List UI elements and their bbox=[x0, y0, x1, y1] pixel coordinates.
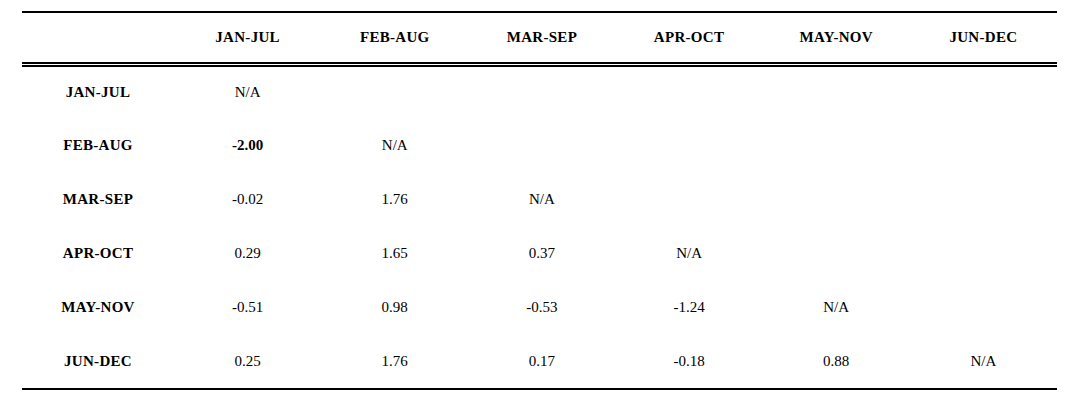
table-cell: 1.65 bbox=[321, 227, 468, 281]
table-cell: N/A bbox=[321, 119, 468, 173]
table-row-may-nov: MAY-NOV -0.51 0.98 -0.53 -1.24 N/A bbox=[22, 281, 1057, 335]
table-cell bbox=[910, 119, 1057, 173]
table-cell bbox=[910, 281, 1057, 335]
table-cell: -0.51 bbox=[174, 281, 321, 335]
row-header-may-nov: MAY-NOV bbox=[22, 281, 174, 335]
column-header-may-nov: MAY-NOV bbox=[763, 12, 910, 65]
table-cell bbox=[763, 173, 910, 227]
row-header-apr-oct: APR-OCT bbox=[22, 227, 174, 281]
table-cell: -0.18 bbox=[615, 335, 762, 389]
column-header-apr-oct: APR-OCT bbox=[615, 12, 762, 65]
table-cell bbox=[910, 65, 1057, 119]
table-cell bbox=[763, 65, 910, 119]
table-cell bbox=[615, 119, 762, 173]
table-cell: 0.17 bbox=[468, 335, 615, 389]
table-cell: N/A bbox=[174, 65, 321, 119]
table-cell: -0.02 bbox=[174, 173, 321, 227]
table-row-mar-sep: MAR-SEP -0.02 1.76 N/A bbox=[22, 173, 1057, 227]
table-cell: -0.53 bbox=[468, 281, 615, 335]
table-cell: N/A bbox=[468, 173, 615, 227]
table-container: JAN-JUL FEB-AUG MAR-SEP APR-OCT MAY-NOV … bbox=[22, 11, 1057, 390]
table-cell: N/A bbox=[910, 335, 1057, 389]
table-cell: N/A bbox=[763, 281, 910, 335]
row-header-feb-aug: FEB-AUG bbox=[22, 119, 174, 173]
table-cell bbox=[763, 119, 910, 173]
corner-cell bbox=[22, 12, 174, 65]
table-cell bbox=[763, 227, 910, 281]
column-header-jan-jul: JAN-JUL bbox=[174, 12, 321, 65]
table-cell bbox=[468, 65, 615, 119]
table-cell bbox=[615, 65, 762, 119]
table-cell: -2.00 bbox=[174, 119, 321, 173]
table-row-feb-aug: FEB-AUG -2.00 N/A bbox=[22, 119, 1057, 173]
table-cell: 0.98 bbox=[321, 281, 468, 335]
table-cell: 0.29 bbox=[174, 227, 321, 281]
column-header-mar-sep: MAR-SEP bbox=[468, 12, 615, 65]
row-header-jun-dec: JUN-DEC bbox=[22, 335, 174, 389]
table-cell bbox=[468, 119, 615, 173]
row-header-jan-jul: JAN-JUL bbox=[22, 65, 174, 119]
table-cell bbox=[615, 173, 762, 227]
page: JAN-JUL FEB-AUG MAR-SEP APR-OCT MAY-NOV … bbox=[0, 0, 1081, 408]
table-cell bbox=[910, 173, 1057, 227]
table-cell: 1.76 bbox=[321, 173, 468, 227]
table-row-apr-oct: APR-OCT 0.29 1.65 0.37 N/A bbox=[22, 227, 1057, 281]
row-header-mar-sep: MAR-SEP bbox=[22, 173, 174, 227]
month-pair-matrix-table: JAN-JUL FEB-AUG MAR-SEP APR-OCT MAY-NOV … bbox=[22, 11, 1057, 390]
table-row-jan-jul: JAN-JUL N/A bbox=[22, 65, 1057, 119]
column-header-jun-dec: JUN-DEC bbox=[910, 12, 1057, 65]
table-cell: 0.88 bbox=[763, 335, 910, 389]
table-cell: 0.25 bbox=[174, 335, 321, 389]
column-header-feb-aug: FEB-AUG bbox=[321, 12, 468, 65]
table-cell: 1.76 bbox=[321, 335, 468, 389]
table-cell: N/A bbox=[615, 227, 762, 281]
table-cell: 0.37 bbox=[468, 227, 615, 281]
table-cell bbox=[321, 65, 468, 119]
table-cell: -1.24 bbox=[615, 281, 762, 335]
header-row: JAN-JUL FEB-AUG MAR-SEP APR-OCT MAY-NOV … bbox=[22, 12, 1057, 65]
table-cell bbox=[910, 227, 1057, 281]
table-row-jun-dec: JUN-DEC 0.25 1.76 0.17 -0.18 0.88 N/A bbox=[22, 335, 1057, 389]
